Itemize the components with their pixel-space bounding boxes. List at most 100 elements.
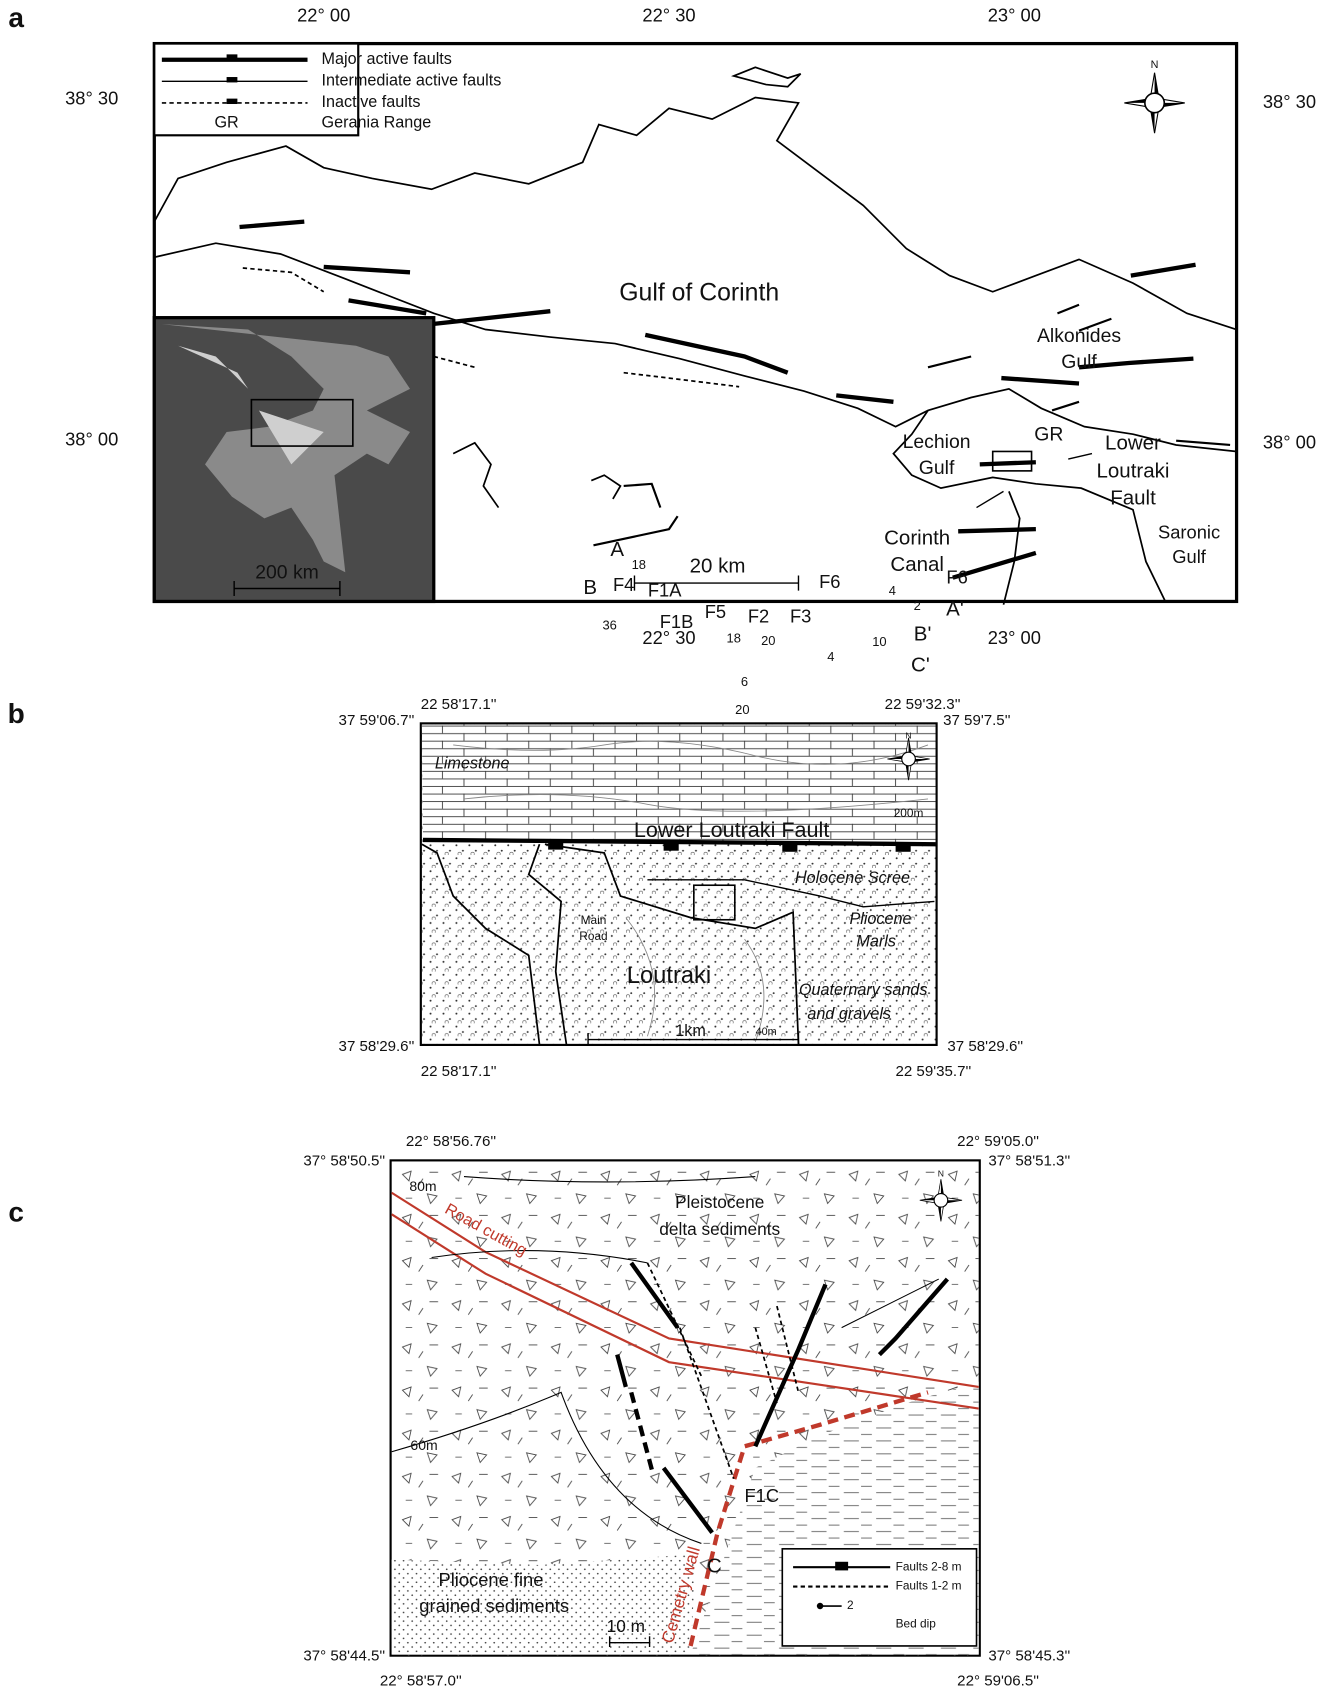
map-label: Lower — [1105, 431, 1161, 454]
map-label: Marls — [856, 933, 896, 951]
legend-label: 2 — [847, 1598, 854, 1612]
map-label: Holocene Scree — [795, 869, 910, 887]
map-label: Lower Loutraki Fault — [634, 817, 830, 842]
panel-b — [419, 722, 938, 1047]
north-label: N — [1151, 59, 1159, 71]
coordinate-label: 37° 58'44.5'' — [303, 1648, 385, 1665]
coordinate-label: 37 58'29.6'' — [339, 1038, 415, 1055]
scale-label: 20 km — [690, 554, 746, 577]
panel-letter: b — [8, 698, 25, 729]
dip-label: 4 — [889, 583, 896, 598]
legend-label: Inactive faults — [322, 93, 421, 111]
panel-c — [389, 1159, 981, 1657]
dip-label: 20 — [761, 633, 775, 648]
coordinate-label: 22 59'35.7'' — [895, 1063, 971, 1080]
coordinate-label: 37 59'7.5'' — [943, 712, 1011, 729]
legend-label: Intermediate active faults — [322, 72, 502, 90]
panel-letter: a — [8, 2, 24, 33]
coordinate-label: 22° 59'05.0'' — [957, 1133, 1039, 1150]
coordinate-label: 37° 58'51.3'' — [988, 1152, 1070, 1169]
map-label: Pliocene fine — [438, 1569, 543, 1590]
map-label: Road — [579, 929, 607, 943]
legend-label: GR — [214, 114, 238, 132]
map-label: Main — [581, 913, 607, 927]
legend-label: Gerania Range — [322, 114, 432, 132]
map-label: Quaternary sands — [799, 981, 928, 999]
profile-label: A' — [946, 597, 964, 620]
latitude-label: 38° 00 — [1263, 432, 1316, 453]
fault-label: F5 — [705, 601, 726, 622]
scale-label: 200 km — [255, 562, 319, 584]
contour-label: 60m — [410, 1437, 437, 1453]
legend-label: Faults 2-8 m — [896, 1559, 962, 1573]
longitude-label: 22° 30 — [642, 4, 695, 25]
longitude-label: 22° 00 — [297, 4, 350, 25]
legend-label: Faults 1-2 m — [896, 1579, 962, 1593]
scale-label: 1km — [675, 1022, 706, 1040]
map-label: and gravels — [807, 1005, 891, 1023]
dip-label: 2 — [914, 598, 921, 613]
fault-label: F4 — [613, 574, 634, 595]
map-label: Lechion — [903, 431, 971, 453]
map-label: Saronic — [1158, 521, 1220, 542]
map-label: grained sediments — [419, 1595, 569, 1616]
fault-label: F1A — [648, 580, 682, 601]
panel-letter: c — [8, 1197, 24, 1228]
contour-label: 200m — [894, 806, 924, 820]
map-label: Gulf — [1061, 351, 1097, 373]
profile-label: B' — [914, 622, 932, 645]
longitude-label: 23° 00 — [988, 4, 1041, 25]
dip-label: 18 — [632, 557, 646, 572]
north-label: N — [905, 731, 911, 741]
profile-label: B — [583, 576, 597, 599]
legend-label: Bed dip — [896, 1617, 937, 1631]
map-label: Gulf of Corinth — [619, 279, 779, 306]
map-label: Canal — [890, 553, 944, 576]
coordinate-label: 22° 58'56.76'' — [406, 1133, 496, 1150]
fault-label: F6 — [819, 571, 840, 592]
coordinate-label: 37 59'06.7'' — [339, 712, 415, 729]
coordinate-label: 22 59'32.3'' — [885, 696, 961, 713]
coordinate-label: 37° 58'45.3'' — [988, 1648, 1070, 1665]
dip-label: 4 — [827, 649, 834, 664]
dip-label: 18 — [727, 631, 741, 646]
map-label: GR — [1034, 423, 1063, 445]
fault-label: F1B — [660, 611, 694, 632]
dip-label: 20 — [735, 702, 749, 717]
coordinate-label: 22 58'17.1'' — [421, 1063, 497, 1080]
fault-label: F6 — [946, 567, 967, 588]
panel-a — [152, 41, 1239, 605]
dip-label: 36 — [602, 618, 616, 633]
fault-label: F1C — [744, 1485, 779, 1506]
map-label: Pleistocene — [675, 1192, 764, 1212]
latitude-label: 38° 30 — [65, 88, 118, 109]
map-label: Loutraki — [1097, 459, 1170, 482]
map-label: Alkonides — [1037, 325, 1121, 347]
profile-label: C' — [911, 654, 930, 677]
coordinate-label: 22 58'17.1'' — [421, 696, 497, 713]
map-label: Gulf — [919, 457, 955, 479]
longitude-label: 23° 00 — [988, 627, 1041, 648]
fault-label: F2 — [748, 605, 769, 626]
fault-label: F3 — [790, 605, 811, 626]
latitude-label: 38° 30 — [1263, 91, 1316, 112]
latitude-label: 38° 00 — [65, 429, 118, 450]
contour-label: 80m — [409, 1178, 436, 1194]
legend-label: Major active faults — [322, 50, 452, 68]
coordinate-label: 37° 58'50.5'' — [303, 1152, 385, 1169]
map-label: Gulf — [1172, 546, 1207, 567]
dip-label: 10 — [872, 634, 886, 649]
map-label: Loutraki — [627, 963, 711, 989]
coordinate-label: 22° 59'06.5'' — [957, 1673, 1039, 1690]
coordinate-label: 22° 58'57.0'' — [380, 1673, 462, 1690]
scale-label: 10 m — [607, 1616, 645, 1636]
dip-label: 6 — [741, 674, 748, 689]
map-label: delta sediments — [659, 1219, 780, 1239]
map-label: Pliocene — [849, 910, 911, 928]
profile-label: A — [610, 538, 624, 561]
longitude-label: 22° 30 — [642, 627, 695, 648]
coordinate-label: 37 58'29.6'' — [947, 1038, 1023, 1055]
profile-label: C — [707, 1555, 722, 1578]
